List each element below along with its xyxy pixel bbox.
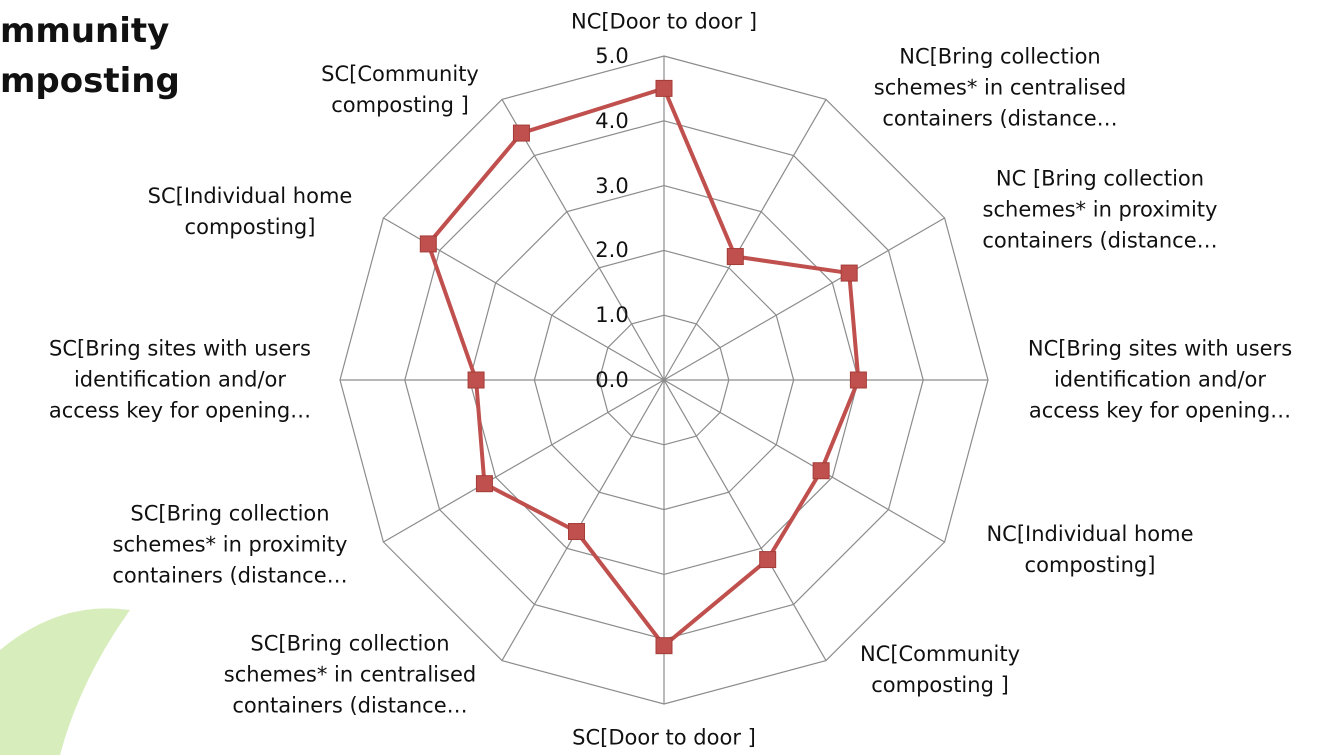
spoke [501, 99, 665, 381]
spoke [663, 217, 945, 381]
chart-title: mmunity mposting [0, 11, 180, 101]
data-point [655, 79, 673, 97]
data-point [512, 124, 530, 142]
category-label: SC[Community composting ] [321, 62, 479, 117]
data-point [759, 551, 777, 569]
spoke [501, 379, 665, 661]
data-point [812, 462, 830, 480]
data-point [475, 475, 493, 493]
data-point [655, 637, 673, 655]
category-label: NC[Community composting ] [859, 642, 1021, 697]
spoke [383, 379, 665, 543]
data-point [726, 248, 744, 266]
y-tick-label: 1.0 [595, 303, 629, 328]
y-tick-label: 2.0 [595, 238, 629, 263]
category-label: NC[Bring sites with users identification… [1027, 336, 1293, 423]
y-tick-label: 5.0 [595, 44, 629, 68]
category-label: SC[Door to door ] [572, 725, 756, 750]
category-label: SC[Bring collection schemes* in proximit… [112, 501, 348, 588]
category-label: NC[Individual home composting] [986, 522, 1194, 577]
decoration [0, 608, 130, 755]
category-label: NC [Bring collection schemes* in proximi… [982, 166, 1218, 253]
y-tick-label: 4.0 [595, 108, 629, 133]
y-tick-label: 3.0 [595, 173, 629, 198]
data-point [568, 523, 586, 541]
category-label: SC[Bring collection schemes* in centrali… [223, 631, 477, 718]
data-point [849, 371, 867, 389]
spoke [663, 379, 827, 661]
data-point [840, 264, 858, 282]
spoke [663, 379, 945, 543]
data-point [419, 235, 437, 253]
category-label: NC[Door to door ] [570, 9, 758, 34]
data-point [467, 371, 485, 389]
category-label: SC[Bring sites with users identification… [48, 336, 312, 423]
category-label: NC[Bring collection schemes* in centrali… [873, 44, 1127, 131]
category-label: SC[Individual home composting] [147, 184, 353, 239]
spoke [663, 99, 827, 381]
y-tick-label: 0.0 [595, 368, 629, 392]
